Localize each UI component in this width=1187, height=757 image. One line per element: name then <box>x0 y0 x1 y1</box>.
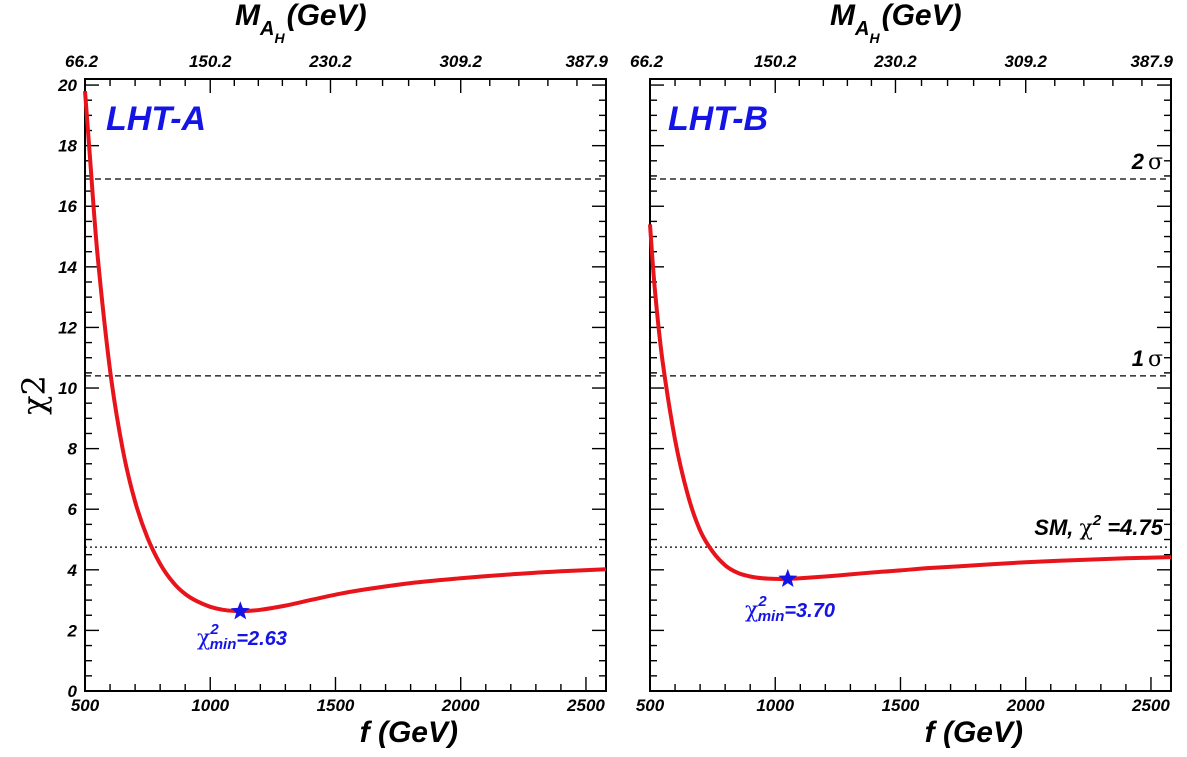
two-sigma-symbol: σ <box>1148 150 1163 175</box>
y-tick-label: 16 <box>58 197 77 216</box>
y-tick-label: 4 <box>67 561 78 580</box>
top-tick-labels: 66.2 150.2 230.2 309.2 387.9 <box>65 52 609 71</box>
x-tick-label: 2500 <box>566 696 605 715</box>
chi2-curve <box>83 90 607 614</box>
top-tick-label: 387.9 <box>1130 52 1173 71</box>
top-tick-label: 230.2 <box>308 52 352 71</box>
x-tick-label: 500 <box>71 696 100 715</box>
axis-ticks <box>649 79 1172 692</box>
minimum-sup: 2 <box>757 593 767 610</box>
y-tick-label: 0 <box>68 682 78 701</box>
top-axis-title-sub1: A <box>854 18 869 40</box>
two-sigma-number: 2 <box>1131 149 1145 174</box>
y-tick-label: 12 <box>58 318 77 337</box>
minimum-chi-symbol: χ <box>745 598 758 623</box>
minimum-chi-symbol: χ <box>197 626 210 651</box>
top-tick-label: 150.2 <box>754 52 797 71</box>
x-axis-title: f (GeV) <box>925 716 1023 749</box>
y-axis-title-text: χ2 <box>15 375 53 415</box>
minimum-star-marker <box>230 601 250 620</box>
minimum-value: =3.70 <box>784 600 835 622</box>
reference-lines <box>85 178 606 548</box>
panel-label: LHT-B <box>668 100 768 138</box>
sm-chi2-label: SM, χ2 =4.75 <box>1034 512 1163 541</box>
top-axis-title-sub1: A <box>259 18 274 40</box>
top-axis-title: MAH(GeV) <box>235 0 367 46</box>
minimum-sub: min <box>758 608 785 625</box>
top-tick-label: 387.9 <box>565 52 608 71</box>
top-tick-label: 230.2 <box>873 52 917 71</box>
axis-ticks <box>84 79 607 692</box>
top-tick-label: 66.2 <box>630 52 664 71</box>
x-tick-label: 1500 <box>317 696 355 715</box>
top-axis-title-main: M <box>830 0 856 32</box>
x-tick-label: 2500 <box>1131 696 1170 715</box>
bottom-tick-labels: 500 1000 1500 2000 2500 <box>71 696 606 715</box>
plot-frame <box>649 78 1172 692</box>
y-tick-label: 10 <box>58 379 77 398</box>
top-axis-title: MAH(GeV) <box>830 0 962 46</box>
top-tick-label: 150.2 <box>189 52 232 71</box>
top-tick-labels: 66.2 150.2 230.2 309.2 387.9 <box>630 52 1174 71</box>
top-axis-title-sub2: H <box>274 30 285 46</box>
minimum-annotation: χ2 min=2.63 <box>197 621 287 653</box>
y-axis-title: χ2 <box>15 375 53 415</box>
y-tick-label: 2 <box>67 621 78 640</box>
panel-lht-b: 500 1000 1500 2000 2500 66.2 150.2 230.2 309.2 3… <box>630 0 1174 749</box>
minimum-star-marker <box>778 568 798 587</box>
x-tick-label: 1500 <box>882 696 920 715</box>
minimum-annotation: χ2 min=3.70 <box>745 593 835 625</box>
top-tick-label: 309.2 <box>439 52 482 71</box>
x-tick-label: 500 <box>636 696 665 715</box>
top-axis-title-unit: (GeV) <box>287 0 367 32</box>
one-sigma-number: 1 <box>1132 346 1144 371</box>
y-tick-label: 20 <box>57 76 77 95</box>
plot-frame <box>84 78 607 692</box>
x-tick-label: 1000 <box>191 696 229 715</box>
top-axis-title-unit: (GeV) <box>882 0 962 32</box>
y-tick-label: 6 <box>68 500 78 519</box>
one-sigma-symbol: σ <box>1148 347 1163 372</box>
sm-label-value: =4.75 <box>1101 515 1164 540</box>
top-tick-label: 66.2 <box>65 52 99 71</box>
left-tick-labels: 0 2 4 6 8 10 12 14 16 18 20 <box>57 76 77 701</box>
panel-label: LHT-A <box>106 100 206 138</box>
minimum-sub: min <box>210 636 237 653</box>
x-tick-label: 1000 <box>756 696 794 715</box>
y-tick-label: 14 <box>58 258 77 277</box>
bottom-tick-labels: 500 1000 1500 2000 2500 <box>636 696 1171 715</box>
x-tick-label: 2000 <box>441 696 480 715</box>
panel-lht-a: 500 1000 1500 2000 2500 66.2 150.2 230.2 309.2 3… <box>15 0 609 749</box>
reference-lines <box>650 178 1171 548</box>
y-tick-label: 8 <box>68 440 78 459</box>
sm-label-prefix: SM, <box>1034 515 1079 540</box>
top-axis-title-sub2: H <box>869 30 880 46</box>
top-tick-label: 309.2 <box>1004 52 1047 71</box>
chi2-curve <box>648 224 1172 581</box>
top-axis-title-main: M <box>235 0 261 32</box>
y-tick-label: 18 <box>58 137 77 156</box>
sm-chi-symbol: χ <box>1080 516 1093 541</box>
sm-chi-sup: 2 <box>1092 512 1102 529</box>
minimum-sup: 2 <box>209 621 219 638</box>
x-tick-label: 2000 <box>1006 696 1045 715</box>
x-axis-title: f (GeV) <box>360 716 458 749</box>
minimum-value: =2.63 <box>236 628 287 650</box>
